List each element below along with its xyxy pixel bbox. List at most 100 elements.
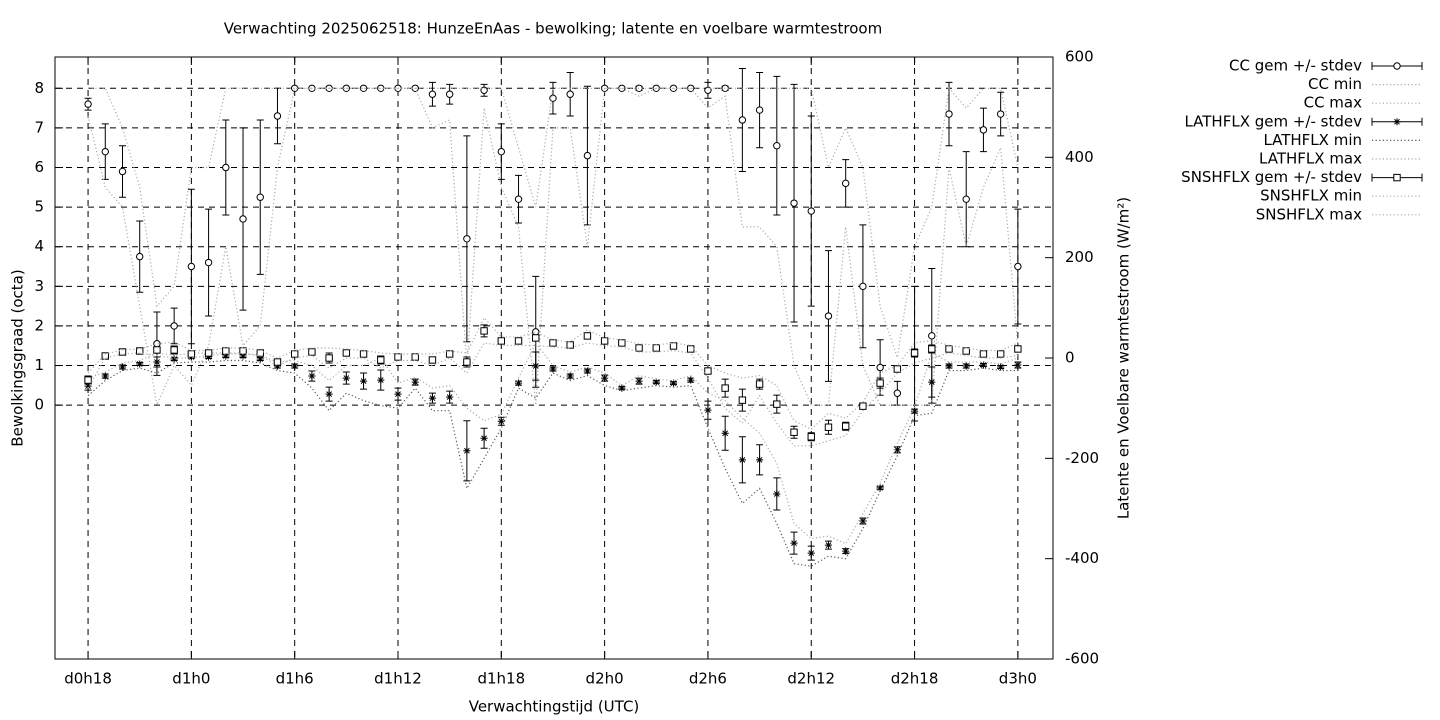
legend-label: SNSHFLX max <box>1256 205 1362 223</box>
data-point <box>1014 262 1022 271</box>
data-point <box>893 446 901 454</box>
data-point <box>549 365 557 373</box>
data-point <box>652 378 660 386</box>
data-point <box>962 362 970 370</box>
data-point <box>170 346 178 354</box>
y-tick-label: 3 <box>34 277 44 295</box>
chart-title: Verwachting 2025062518: HunzeEnAas - bew… <box>224 20 882 38</box>
data-point <box>652 344 660 352</box>
data-point <box>153 358 161 366</box>
data-point <box>704 406 712 414</box>
data-point <box>359 350 368 358</box>
data-point <box>118 167 127 176</box>
data-point <box>170 355 178 363</box>
data-point <box>635 344 643 352</box>
data-point <box>84 100 92 108</box>
data-point <box>101 352 109 360</box>
x-tick-label: d1h12 <box>374 670 422 688</box>
data-point <box>291 362 299 370</box>
data-point <box>721 429 729 437</box>
x-tick-label: d2h12 <box>787 670 835 688</box>
data-point <box>566 341 574 349</box>
data-point <box>841 422 850 430</box>
data-point <box>273 358 282 366</box>
data-point <box>773 142 781 150</box>
legend-label: CC max <box>1304 94 1363 112</box>
data-point <box>222 163 230 172</box>
data-point <box>669 84 678 92</box>
data-point <box>790 539 798 547</box>
data-point <box>738 456 746 464</box>
data-point <box>204 349 213 357</box>
y-tick-label: 8 <box>34 79 44 97</box>
data-point <box>394 353 402 361</box>
data-point <box>583 367 592 375</box>
data-point <box>669 379 678 387</box>
data-point <box>807 433 815 441</box>
y-tick-label: 1 <box>34 356 44 374</box>
data-point <box>996 350 1005 358</box>
data-point <box>256 355 264 363</box>
data-point <box>532 362 540 370</box>
data-point <box>790 428 798 436</box>
data-point <box>428 90 437 98</box>
data-point <box>497 417 505 425</box>
data-point <box>618 339 626 347</box>
y-tick-label: 7 <box>34 118 44 136</box>
data-point <box>773 400 781 408</box>
legend-marker <box>1393 173 1401 182</box>
x-tick-label: d1h0 <box>172 670 210 688</box>
y-tick-label: 4 <box>34 237 44 255</box>
data-point <box>618 384 626 392</box>
data-point <box>824 312 833 320</box>
data-point <box>755 106 764 114</box>
x-tick-label: d3h0 <box>999 670 1037 688</box>
y-tick-label: 5 <box>34 198 44 216</box>
data-point <box>84 376 92 384</box>
data-point <box>239 215 247 223</box>
data-point <box>394 390 402 398</box>
data-point <box>928 332 936 340</box>
data-point <box>876 363 884 372</box>
y-tick-label: 6 <box>34 158 44 176</box>
data-point <box>755 380 764 388</box>
data-point <box>84 382 92 390</box>
data-point <box>514 337 523 345</box>
data-point <box>428 394 437 402</box>
legend-label: SNSHFLX min <box>1260 187 1362 205</box>
data-point <box>945 362 953 370</box>
data-point <box>480 327 488 335</box>
data-point <box>738 116 747 124</box>
data-point <box>187 262 196 271</box>
data-point <box>101 147 109 156</box>
data-point <box>979 126 988 134</box>
data-point <box>962 347 970 355</box>
legend-marker <box>1393 62 1401 70</box>
data-point <box>377 376 385 384</box>
data-point <box>411 353 419 361</box>
data-point <box>170 322 178 330</box>
y2-axis-label: Latente en Voelbare warmtestroom (W/m²) <box>1115 197 1133 519</box>
data-point <box>669 342 678 350</box>
data-point <box>273 112 282 120</box>
data-point <box>859 402 867 410</box>
data-point <box>204 353 213 361</box>
plot-frame <box>54 56 1054 660</box>
legend-marker <box>1393 118 1401 126</box>
data-point <box>996 110 1005 118</box>
data-point <box>601 374 609 382</box>
data-point <box>566 90 574 98</box>
data-point <box>738 396 747 404</box>
x-tick-label: d2h6 <box>689 670 727 688</box>
data-point <box>532 328 540 336</box>
data-point <box>480 86 488 94</box>
data-point <box>308 348 316 356</box>
data-point <box>928 378 936 386</box>
data-point <box>308 372 316 380</box>
data-point <box>876 484 884 492</box>
data-point <box>136 360 144 368</box>
data-point <box>893 389 902 397</box>
x-tick-label: d1h18 <box>477 670 525 688</box>
data-point <box>342 374 350 382</box>
